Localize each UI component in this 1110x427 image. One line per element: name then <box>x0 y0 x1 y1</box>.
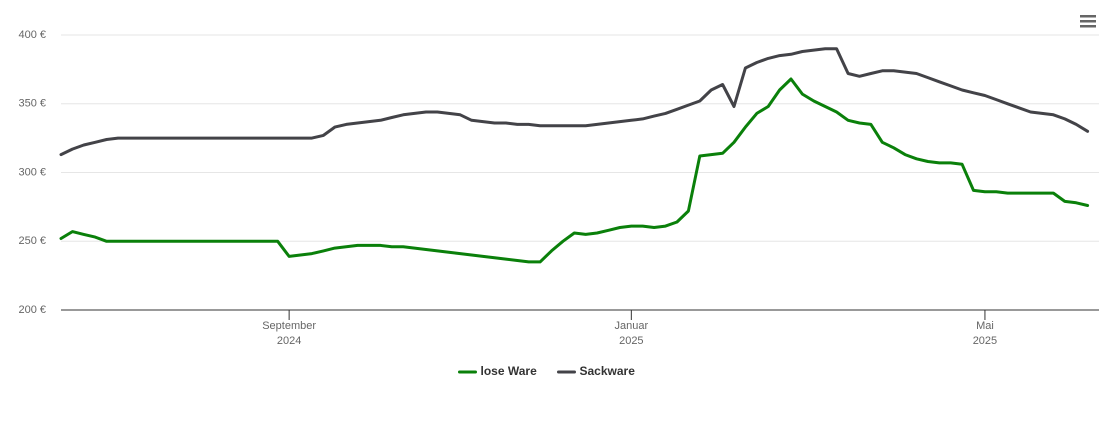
x-tick-label: 2025 <box>619 335 643 347</box>
x-tick-label: Januar <box>615 320 649 332</box>
x-tick-label: September <box>262 320 316 332</box>
x-tick-label: 2024 <box>277 335 301 347</box>
legend-item[interactable]: lose Ware <box>458 364 538 378</box>
y-tick-label: 200 € <box>18 304 46 316</box>
legend-label: lose Ware <box>481 364 538 378</box>
y-tick-label: 300 € <box>18 166 46 178</box>
series-line <box>59 77 1090 264</box>
menu-bar <box>1080 15 1096 18</box>
legend: lose Ware Sackware <box>458 364 636 378</box>
series-line <box>59 47 1090 157</box>
x-tick-label: 2025 <box>973 335 997 347</box>
menu-button[interactable] <box>1080 15 1096 28</box>
menu-bar <box>1080 20 1096 23</box>
menu-bar <box>1080 25 1096 28</box>
legend-label: Sackware <box>580 364 636 378</box>
x-tick-label: Mai <box>976 320 994 332</box>
legend-item[interactable]: Sackware <box>557 364 636 378</box>
y-tick-label: 250 € <box>18 235 46 247</box>
y-tick-label: 350 € <box>18 98 46 110</box>
y-tick-label: 400 € <box>18 29 46 41</box>
